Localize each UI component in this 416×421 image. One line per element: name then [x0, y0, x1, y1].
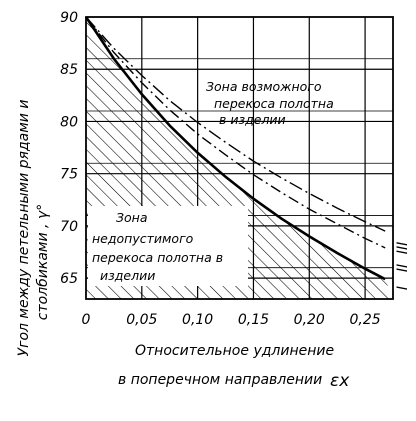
y-tick-label: 75: [60, 167, 78, 183]
curve-label-I: I: [395, 286, 411, 290]
zone-inadmissible-line-4: изделии: [100, 268, 155, 283]
x-tick-label: 0,20: [294, 312, 325, 328]
curve-label-II: II: [395, 264, 411, 272]
inadmissible-zone-label-box: [88, 206, 248, 286]
series-group: [84, 16, 386, 281]
zone-inadmissible-line-1: Зона: [116, 210, 148, 225]
zone-inadmissible-line-3: перекоса полотна в: [92, 250, 223, 265]
x-axis-symbol: εx: [330, 371, 350, 391]
x-tick-label: 0,10: [182, 312, 213, 328]
y-axis-label-line-2: столбиками , γ°: [35, 204, 51, 320]
zone-inadmissible-line-2: недопустимого: [92, 231, 194, 246]
series-line-III: [85, 16, 386, 232]
series-line-II: [85, 16, 386, 249]
plot-frame: [85, 16, 394, 300]
x-axis-ticks: 0 0,05 0,10 0,15 0,20 0,25: [82, 312, 381, 328]
y-tick-label: 90: [60, 10, 78, 26]
y-tick-label: 70: [60, 219, 78, 235]
zone-possible-line-3: в изделии: [219, 112, 286, 127]
curve-label-III: III: [395, 242, 411, 254]
y-tick-label: 85: [60, 62, 78, 78]
x-axis-label-line-1: Относительное удлинение: [135, 343, 334, 359]
x-axis-label-line-2: в поперечном направлении: [118, 372, 322, 388]
x-tick-label: 0,05: [126, 312, 157, 328]
x-tick-label: 0,15: [238, 312, 269, 328]
x-tick-label: 0,25: [350, 312, 381, 328]
series-line-I: [84, 16, 386, 281]
x-tick-label: 0: [82, 312, 91, 328]
y-axis-label-line-1: Угол между петельными рядами и: [16, 100, 32, 357]
y-tick-label: 65: [60, 271, 78, 287]
y-tick-label: 80: [60, 114, 78, 130]
y-axis-ticks: 90 85 80 75 70 65: [60, 10, 78, 287]
zone-possible-line-1: Зона возможного: [206, 79, 322, 94]
zone-possible-line-2: перекоса полотна: [214, 96, 334, 111]
